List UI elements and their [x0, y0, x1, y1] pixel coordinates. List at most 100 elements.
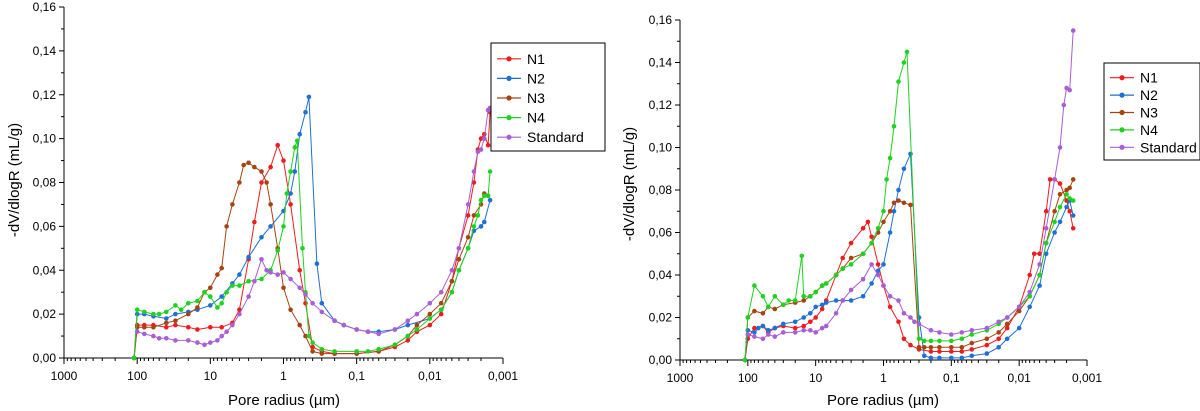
data-point-standard: [195, 340, 200, 345]
data-point-n2: [1052, 230, 1057, 235]
data-point-n3: [1070, 177, 1076, 182]
data-point-standard: [819, 325, 825, 331]
data-point-n1: [937, 349, 942, 354]
legend-label-standard: Standard: [527, 129, 584, 145]
data-point-n3: [195, 305, 200, 310]
data-point-n3: [215, 272, 220, 277]
data-point-n2: [823, 300, 829, 305]
data-point-standard: [1061, 102, 1067, 108]
data-point-n4: [300, 246, 305, 251]
data-point-standard: [264, 268, 269, 273]
data-point-n4: [781, 302, 786, 308]
y-tick-label: 0,16: [33, 0, 57, 14]
data-point-n3: [259, 169, 264, 174]
data-point-n1: [1031, 251, 1037, 257]
data-point-standard: [319, 309, 325, 315]
data-point-n3: [164, 320, 169, 326]
data-point-n1: [959, 349, 965, 354]
data-point-n4: [195, 298, 200, 304]
data-point-n1: [928, 349, 934, 354]
data-point-n4: [1070, 198, 1076, 203]
data-point-n2: [752, 330, 757, 335]
data-point-n4: [813, 289, 818, 295]
data-point-standard: [881, 283, 886, 288]
data-point-n3: [1004, 321, 1010, 327]
data-point-n1: [875, 262, 881, 267]
data-point-n3: [281, 285, 286, 291]
data-point-n3: [414, 322, 420, 328]
data-point-n2: [869, 281, 874, 286]
data-point-standard: [1037, 262, 1042, 267]
data-point-n2: [314, 261, 320, 267]
data-point-standard: [142, 331, 147, 337]
data-point-standard: [1070, 28, 1076, 33]
data-point-n3: [996, 330, 1001, 335]
data-point-n1: [164, 325, 169, 330]
data-point-n1: [478, 136, 484, 141]
data-point-standard: [449, 268, 455, 273]
legend-label-n2: N2: [527, 70, 545, 86]
data-point-n4: [901, 60, 907, 65]
data-point-n2: [297, 131, 303, 137]
data-point-n4: [156, 311, 162, 317]
data-point-n4: [760, 294, 766, 299]
data-point-n4: [1037, 272, 1042, 278]
data-point-n4: [475, 213, 481, 218]
data-point-n1: [471, 180, 477, 185]
data-point-standard: [288, 276, 293, 282]
data-point-standard: [823, 323, 829, 329]
chart-left: -dV/dlogR (mL/g) Pore radius (µm) 0,00 0,…: [6, 0, 606, 409]
data-point-n3: [881, 219, 886, 225]
data-point-n4: [848, 262, 854, 267]
data-point-n3: [891, 200, 897, 206]
data-point-n1: [865, 219, 871, 225]
data-point-n2: [887, 230, 893, 235]
data-point-standard: [246, 294, 251, 299]
data-point-standard: [813, 330, 818, 335]
chart-left-ylabel: -dV/dlogR (mL/g): [6, 123, 23, 237]
data-point-n2: [259, 235, 264, 240]
data-point-standard: [833, 311, 839, 316]
data-point-n4: [482, 193, 487, 198]
y-tick-label: 0,08: [33, 176, 57, 190]
data-point-n4: [202, 289, 207, 295]
x-tick-label: 100: [738, 371, 758, 385]
data-point-standard: [208, 340, 213, 345]
y-tick-label: 0,04: [33, 263, 57, 277]
data-point-n2: [819, 302, 825, 308]
data-point-n2: [896, 187, 901, 193]
x-tick-label: 0,1: [943, 371, 960, 385]
data-point-n2: [1043, 251, 1049, 257]
data-point-n1: [297, 268, 303, 273]
data-point-standard: [268, 270, 273, 275]
data-point-n4: [884, 177, 889, 182]
data-point-n2: [984, 351, 990, 356]
data-point-n4: [259, 276, 264, 282]
data-point-standard: [482, 136, 487, 141]
chart-right: -dV/dlogR (mL/g) Pore radius (µm) 0,00 0,…: [621, 13, 1200, 409]
data-point-n2: [1004, 336, 1010, 342]
data-point-n1: [813, 315, 818, 320]
data-point-n1: [996, 336, 1001, 342]
data-point-n3: [801, 298, 806, 303]
data-point-n2: [756, 325, 761, 331]
data-point-n3: [142, 325, 147, 330]
data-point-n1: [896, 319, 901, 325]
data-point-n2: [969, 353, 975, 359]
y-tick-label: 0,10: [649, 141, 673, 155]
data-point-n4: [823, 281, 829, 286]
data-point-n3: [288, 307, 293, 313]
data-point-n1: [801, 323, 806, 329]
data-point-n2: [772, 325, 778, 331]
data-point-standard: [465, 202, 471, 207]
data-point-n1: [195, 327, 200, 332]
data-point-n3: [173, 318, 178, 324]
data-point-n2: [319, 300, 325, 306]
data-point-n3: [297, 322, 303, 328]
y-tick-label: 0,14: [649, 56, 673, 70]
data-point-standard: [1052, 177, 1057, 182]
data-point-n4: [131, 355, 137, 361]
data-point-standard: [281, 270, 286, 275]
data-point-n2: [268, 224, 273, 229]
data-point-standard: [186, 338, 191, 343]
